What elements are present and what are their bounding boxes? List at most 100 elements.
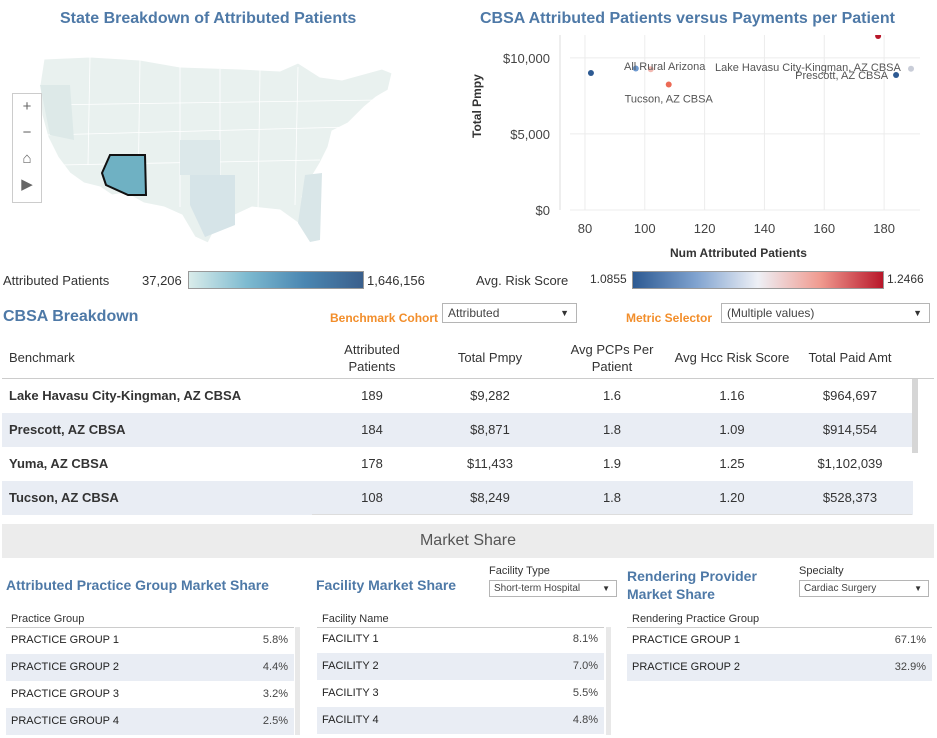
item-label: PRACTICE GROUP 3 — [11, 688, 119, 700]
patients-legend-max: 1,646,156 — [367, 273, 425, 288]
row-risk: 1.16 — [719, 388, 745, 403]
list-item[interactable]: PRACTICE GROUP 4 2.5% — [6, 708, 294, 735]
list-item[interactable]: PRACTICE GROUP 2 4.4% — [6, 654, 294, 681]
facility-type-select[interactable]: Short-term Hospital ▼ — [489, 580, 617, 597]
state-texas — [190, 175, 235, 237]
y-tick-label: $0 — [536, 203, 550, 218]
scatter-point[interactable] — [875, 35, 882, 40]
state-texas-north — [180, 140, 220, 175]
state-arizona — [100, 154, 148, 196]
specialty-select[interactable]: Cardiac Surgery ▼ — [799, 580, 929, 597]
state-california-north — [40, 85, 74, 140]
list-item[interactable]: FACILITY 3 5.5% — [317, 680, 604, 707]
item-label: PRACTICE GROUP 2 — [11, 661, 119, 673]
item-value: 8.1% — [572, 633, 598, 645]
list-item[interactable]: PRACTICE GROUP 2 32.9% — [627, 654, 932, 681]
list-item[interactable]: PRACTICE GROUP 1 67.1% — [627, 627, 932, 654]
row-paid: $914,554 — [822, 422, 878, 437]
row-paid: $964,697 — [822, 388, 878, 403]
x-tick-label: 100 — [634, 221, 656, 236]
table-scrollbar[interactable] — [912, 379, 918, 453]
col-header-patients: Attributed Patients — [344, 342, 400, 374]
row-pcps: 1.6 — [602, 388, 622, 403]
list-item[interactable]: FACILITY 4 4.8% — [317, 707, 604, 734]
benchmark-cohort-value: Attributed — [448, 306, 500, 320]
scatter-point[interactable] — [587, 70, 594, 77]
item-value: 4.4% — [262, 661, 288, 673]
divider — [6, 627, 294, 628]
table-header-divider — [2, 378, 934, 379]
risk-legend-label: Avg. Risk Score — [476, 273, 569, 288]
scatter-point[interactable] — [632, 65, 639, 72]
play-icon[interactable]: ▶ — [21, 176, 33, 193]
row-pmpy: $9,282 — [470, 388, 510, 403]
facility-scrollbar[interactable] — [606, 627, 611, 735]
table-row[interactable]: Yuma, AZ CBSA 178 $11,433 1.9 1.25 $1,10… — [2, 447, 913, 481]
market-share-header: Market Share — [2, 524, 934, 558]
chevron-down-icon: ▼ — [913, 308, 922, 318]
state-florida — [298, 173, 322, 242]
scatter-point[interactable] — [893, 72, 900, 79]
risk-legend-bar — [632, 271, 884, 289]
scatter-point[interactable] — [665, 81, 672, 88]
annotation-lake-havasu: Lake Havasu City-Kingman, AZ CBSA — [715, 62, 902, 74]
table-row[interactable]: Prescott, AZ CBSA 184 $8,871 1.8 1.09 $9… — [2, 413, 913, 447]
item-value: 7.0% — [572, 660, 598, 672]
cbsa-title: CBSA Breakdown — [3, 308, 139, 325]
us-map[interactable] — [30, 45, 410, 260]
list-item[interactable]: FACILITY 2 7.0% — [317, 653, 604, 680]
chevron-down-icon: ▼ — [602, 584, 610, 593]
item-value: 3.2% — [262, 688, 288, 700]
item-label: PRACTICE GROUP 1 — [632, 634, 740, 646]
scatter-point[interactable] — [908, 65, 915, 72]
patients-legend-min: 37,206 — [142, 273, 182, 288]
row-risk: 1.09 — [719, 422, 745, 437]
metric-selector-value: (Multiple values) — [727, 306, 815, 320]
zoom-in-button[interactable]: + — [22, 98, 32, 115]
row-pmpy: $8,249 — [470, 490, 510, 505]
patients-legend-bar — [188, 271, 364, 289]
practice-scrollbar[interactable] — [295, 627, 300, 735]
row-patients: 184 — [361, 422, 383, 437]
item-label: PRACTICE GROUP 2 — [632, 661, 740, 673]
divider — [627, 627, 932, 628]
facility-type-label: Facility Type — [489, 565, 550, 577]
risk-legend-min: 1.0855 — [590, 272, 627, 286]
zoom-out-button[interactable]: − — [22, 124, 32, 141]
item-value: 67.1% — [894, 634, 926, 646]
row-patients: 108 — [361, 490, 383, 505]
col-header-pcps: Avg PCPs Per Patient — [570, 342, 654, 374]
scatter-chart[interactable]: 80 100 120 140 160 180 $0 $5,000 $10,000 Tucson,… — [470, 35, 930, 265]
y-tick-label: $5,000 — [510, 127, 550, 142]
provider-share-title-line2: Market Share — [627, 586, 715, 602]
item-label: PRACTICE GROUP 1 — [11, 634, 119, 646]
practice-share-title: Attributed Practice Group Market Share — [6, 577, 269, 593]
col-header-risk: Avg Hcc Risk Score — [674, 350, 790, 365]
chevron-down-icon: ▼ — [560, 308, 569, 318]
table-bottom-line — [312, 514, 912, 515]
table-row[interactable]: Tucson, AZ CBSA 108 $8,249 1.8 1.20 $528… — [2, 481, 913, 515]
home-icon[interactable]: ⌂ — [22, 150, 32, 167]
map-title: State Breakdown of Attributed Patients — [60, 10, 357, 27]
benchmark-cohort-select[interactable]: Attributed ▼ — [442, 303, 577, 323]
row-name: Lake Havasu City-Kingman, AZ CBSA — [9, 388, 242, 403]
table-row[interactable]: Lake Havasu City-Kingman, AZ CBSA 189 $9… — [2, 379, 913, 413]
patients-legend-label: Attributed Patients — [3, 273, 110, 288]
y-axis-label: Total Pmpy — [470, 74, 484, 138]
item-label: PRACTICE GROUP 4 — [11, 715, 119, 727]
row-risk: 1.25 — [719, 456, 745, 471]
item-label: FACILITY 4 — [322, 714, 379, 726]
list-item[interactable]: FACILITY 1 8.1% — [317, 626, 604, 653]
list-item[interactable]: PRACTICE GROUP 3 3.2% — [6, 681, 294, 708]
risk-legend-max: 1.2466 — [887, 272, 924, 286]
metric-selector-select[interactable]: (Multiple values) ▼ — [721, 303, 930, 323]
annotation-all-rural-arizona: All Rural Arizona — [624, 61, 706, 73]
facility-share-title: Facility Market Share — [316, 577, 457, 593]
item-label: FACILITY 1 — [322, 633, 379, 645]
benchmark-cohort-label: Benchmark Cohort — [330, 311, 439, 325]
chevron-down-icon: ▼ — [914, 584, 922, 593]
row-name: Yuma, AZ CBSA — [9, 456, 109, 471]
scatter-point[interactable] — [647, 66, 654, 73]
row-risk: 1.20 — [719, 490, 745, 505]
list-item[interactable]: PRACTICE GROUP 1 5.8% — [6, 627, 294, 654]
